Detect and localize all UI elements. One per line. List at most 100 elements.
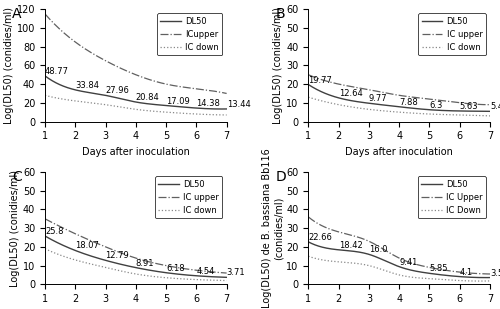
DL50 [42,234,48,238]
Line: DL50: DL50 [308,242,490,277]
IC upper [224,271,230,275]
DL50 [487,109,493,113]
DL50 [306,83,312,87]
IC upper [150,261,156,265]
ICupper [150,79,156,83]
Text: C: C [12,170,22,184]
DL50 [42,74,48,78]
Y-axis label: Log(DL50) (conidies/ml): Log(DL50) (conidies/ml) [4,7,14,124]
IC Down [414,276,420,280]
IC down [224,113,230,117]
Line: DL50: DL50 [308,85,490,111]
IC Upper [458,270,464,274]
Line: ICupper: ICupper [45,14,226,93]
Text: 25.8: 25.8 [45,227,64,236]
Text: 27.96: 27.96 [106,86,130,95]
Y-axis label: Log(DL50) de B. bassiana Bb116
(conidies/ml): Log(DL50) de B. bassiana Bb116 (conidies… [262,148,283,308]
Text: D: D [276,170,286,184]
IC upper [487,103,493,107]
IC down [42,247,48,251]
DL50 [42,235,48,238]
IC Upper [306,216,312,219]
IC Down [487,279,493,283]
X-axis label: Days after inoculation: Days after inoculation [82,147,190,157]
DL50 [42,74,48,78]
IC down [150,274,156,278]
IC Down [306,255,312,258]
IC down [224,279,230,282]
Text: 9.77: 9.77 [369,94,388,103]
Y-axis label: Log(DL50) (conidies/ml): Log(DL50) (conidies/ml) [10,170,20,287]
Line: IC upper: IC upper [45,219,226,273]
Line: DL50: DL50 [45,236,226,277]
IC down [42,94,48,97]
Y-axis label: Log(DL50) (conidies/ml): Log(DL50) (conidies/ml) [274,7,283,124]
Text: 17.09: 17.09 [166,96,190,106]
DL50 [195,274,201,278]
Text: 12.79: 12.79 [106,251,130,260]
IC Down [413,276,419,280]
Text: B: B [276,7,285,21]
IC down [306,95,312,99]
Text: 6.18: 6.18 [166,264,184,273]
IC Upper [414,263,420,266]
IC upper [42,217,48,221]
DL50 [458,275,464,279]
IC upper [150,261,156,265]
IC down [458,113,464,117]
DL50 [416,107,422,111]
IC Down [478,279,484,283]
DL50 [150,269,156,273]
Text: 7.88: 7.88 [399,98,418,107]
IC Down [416,276,422,280]
Text: 9.41: 9.41 [399,258,417,267]
IC Down [458,279,464,282]
IC upper [458,101,464,105]
IC down [416,112,422,115]
DL50 [306,240,312,244]
IC down [487,114,493,118]
DL50 [414,269,420,273]
IC upper [153,262,159,265]
IC upper [195,269,201,272]
Line: IC down: IC down [308,97,490,116]
DL50 [195,106,201,110]
ICupper [150,79,156,83]
IC Upper [470,271,476,275]
Legend: DL50, IC upper, IC down: DL50, IC upper, IC down [155,176,222,218]
DL50 [218,107,224,111]
IC Down [306,254,312,258]
Text: 19.77: 19.77 [308,75,332,85]
IC down [153,110,159,113]
DL50 [150,269,156,273]
Legend: DL50, IC upper, IC down: DL50, IC upper, IC down [418,13,486,55]
ICupper [206,89,212,92]
IC down [150,109,156,113]
IC upper [306,73,312,77]
Text: 12.64: 12.64 [338,89,362,98]
IC down [153,275,159,279]
DL50 [482,276,488,279]
IC down [42,94,48,97]
DL50 [224,107,230,111]
Line: IC Down: IC Down [308,256,490,281]
Line: IC upper: IC upper [308,75,490,105]
Legend: DL50, IC Upper, IC Down: DL50, IC Upper, IC Down [418,176,486,218]
Text: 18.42: 18.42 [338,241,362,250]
Line: IC Upper: IC Upper [308,217,490,274]
Text: 8.91: 8.91 [136,259,154,268]
Line: DL50: DL50 [45,76,226,109]
ICupper [153,80,159,83]
ICupper [224,91,230,95]
DL50 [470,276,476,279]
IC down [195,278,201,281]
DL50 [153,103,159,107]
IC down [470,113,476,117]
DL50 [206,107,212,111]
ICupper [42,13,48,16]
Line: IC down: IC down [45,249,226,281]
Text: 6.3: 6.3 [430,101,443,110]
Text: 18.07: 18.07 [76,241,99,251]
DL50 [458,109,464,113]
Text: 22.66: 22.66 [308,233,332,242]
